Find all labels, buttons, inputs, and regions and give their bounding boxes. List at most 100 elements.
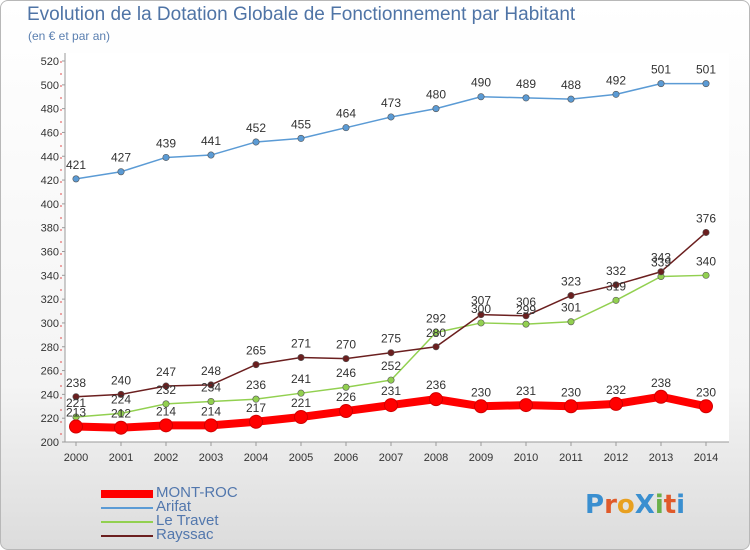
legend-label: MONT-ROC	[156, 484, 238, 501]
data-point-le-travet	[567, 318, 575, 326]
x-tick-label: 2005	[289, 452, 313, 464]
y-tick-label: 280	[41, 342, 59, 354]
logo-letter: X	[634, 490, 655, 520]
data-label-rayssac: 306	[516, 295, 536, 309]
logo-letter: o	[616, 490, 635, 520]
data-point-arifat	[342, 124, 350, 132]
data-point-mont-roc	[384, 398, 398, 413]
data-label-mont-roc: 217	[246, 401, 266, 415]
axes: 200 220 240 260 280 300 320 340 360 380 400 420 440 4…	[41, 53, 729, 464]
data-label-mont-roc: 213	[66, 406, 86, 420]
data-point-rayssac	[477, 311, 485, 319]
data-point-mont-roc	[204, 418, 218, 433]
logo-letter: i	[676, 490, 686, 520]
proxiti-logo: ProXiti	[585, 490, 685, 520]
data-point-rayssac	[117, 390, 125, 398]
data-point-rayssac	[207, 381, 215, 389]
series-markers	[69, 80, 713, 435]
data-label-arifat: 490	[471, 76, 491, 90]
data-label-arifat: 427	[111, 151, 131, 165]
data-label-le-travet: 292	[426, 311, 446, 325]
data-label-arifat: 492	[606, 73, 626, 87]
data-point-arifat	[297, 134, 305, 142]
y-tick-label: 520	[41, 56, 59, 68]
data-point-arifat	[477, 93, 485, 101]
data-label-mont-roc: 231	[516, 384, 536, 398]
x-tick-label: 2013	[649, 452, 673, 464]
data-point-mont-roc	[519, 398, 533, 413]
data-label-rayssac: 247	[156, 365, 176, 379]
data-label-mont-roc: 230	[696, 385, 716, 399]
data-label-arifat: 439	[156, 136, 176, 150]
data-label-arifat: 473	[381, 96, 401, 110]
data-point-mont-roc	[564, 399, 578, 414]
data-label-mont-roc: 226	[336, 390, 356, 404]
data-point-arifat	[72, 175, 80, 183]
logo-letter: r	[604, 490, 617, 520]
x-tick-label: 2014	[694, 452, 718, 464]
data-label-rayssac: 376	[696, 211, 716, 225]
data-label-le-travet: 340	[696, 254, 716, 268]
data-label-rayssac: 332	[606, 264, 626, 278]
data-label-le-travet: 339	[651, 256, 671, 270]
x-tick-label: 2012	[604, 452, 628, 464]
chart-title: Evolution de la Dotation Globale de Fonc…	[27, 4, 576, 25]
data-label-rayssac: 270	[336, 338, 356, 352]
data-label-arifat: 441	[201, 134, 221, 148]
data-label-le-travet: 299	[516, 303, 536, 317]
data-point-mont-roc	[609, 396, 623, 411]
data-point-mont-roc	[294, 409, 308, 424]
data-label-le-travet: 221	[66, 396, 86, 410]
legend-label: Rayssac	[156, 526, 214, 543]
data-label-arifat: 464	[336, 107, 356, 121]
data-point-le-travet	[207, 398, 215, 406]
x-tick-label: 2009	[469, 452, 493, 464]
data-point-arifat	[162, 153, 170, 161]
data-label-arifat: 452	[246, 121, 266, 135]
y-tick-label: 500	[41, 80, 59, 92]
data-label-le-travet: 301	[561, 301, 581, 315]
data-point-mont-roc	[69, 419, 83, 434]
y-tick-label: 220	[41, 413, 59, 425]
y-tick-label: 460	[41, 127, 59, 139]
y-tick-label: 340	[41, 270, 59, 282]
x-tick-label: 2007	[379, 452, 403, 464]
y-tick-label: 300	[41, 318, 59, 330]
data-point-le-travet	[252, 395, 260, 403]
data-label-rayssac: 238	[66, 376, 86, 390]
data-point-arifat	[657, 80, 665, 88]
data-point-le-travet	[162, 400, 170, 408]
data-label-arifat: 489	[516, 77, 536, 91]
data-label-mont-roc: 214	[201, 404, 221, 418]
x-tick-label: 2002	[154, 452, 178, 464]
data-label-le-travet: 232	[156, 383, 176, 397]
data-label-rayssac: 280	[426, 326, 446, 340]
data-label-arifat: 455	[291, 117, 311, 131]
data-point-rayssac	[432, 343, 440, 351]
data-label-le-travet: 300	[471, 302, 491, 316]
x-tick-label: 2008	[424, 452, 448, 464]
data-label-arifat: 501	[696, 63, 716, 77]
legend-swatch	[101, 490, 153, 498]
y-tick-label: 260	[41, 366, 59, 378]
x-tick-label: 2000	[64, 452, 88, 464]
logo-letter: t	[663, 490, 677, 520]
data-point-arifat	[567, 95, 575, 103]
x-tick-label: 2006	[334, 452, 358, 464]
data-point-rayssac	[657, 268, 665, 276]
legend-swatch	[101, 507, 153, 509]
y-tick-label: 400	[41, 199, 59, 211]
data-label-le-travet: 224	[111, 392, 131, 406]
data-label-rayssac: 240	[111, 373, 131, 387]
data-point-le-travet	[432, 328, 440, 336]
data-point-mont-roc	[159, 418, 173, 433]
data-point-le-travet	[342, 383, 350, 391]
y-tick-label: 420	[41, 175, 59, 187]
data-point-le-travet	[522, 320, 530, 328]
y-tick-label: 440	[41, 151, 59, 163]
data-point-arifat	[117, 168, 125, 176]
data-point-le-travet	[702, 271, 710, 279]
data-label-le-travet: 252	[381, 359, 401, 373]
